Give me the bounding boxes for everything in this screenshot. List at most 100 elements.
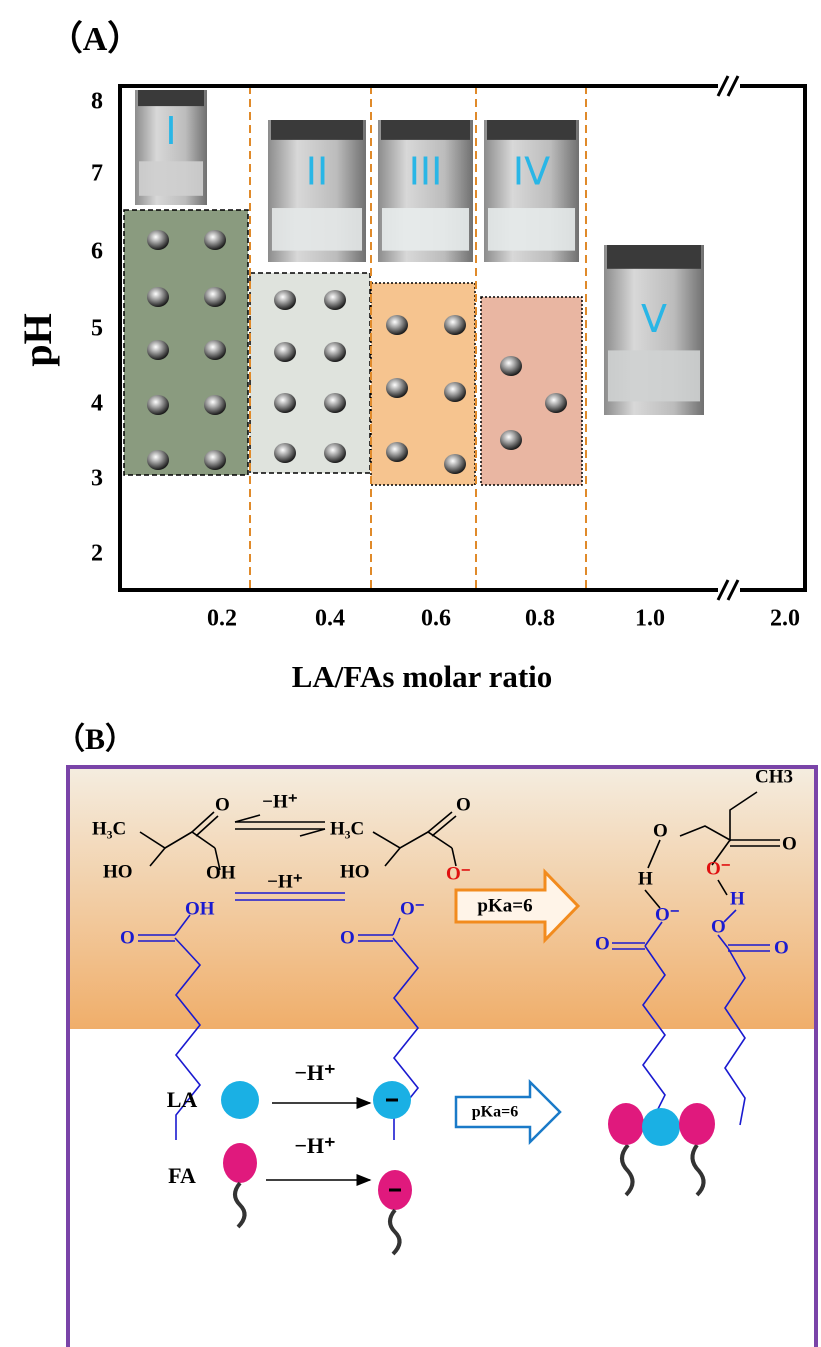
droplet [204,287,226,307]
y-tick-label: 8 [91,89,103,115]
droplet [386,315,408,335]
y-axis-title: pH [15,313,60,366]
fa-tail [235,1183,245,1227]
reaction-condition: −H⁺ [294,1133,335,1158]
y-tick-label: 5 [91,316,103,342]
droplet [204,395,226,415]
fa-tail [692,1145,703,1195]
jar-lid [271,120,363,140]
droplet [204,340,226,360]
la-head [642,1108,680,1146]
sample-jar: III [378,120,473,262]
panel-label: （B） [55,722,135,756]
jar-liquid [139,161,203,196]
sample-jar: IV [484,120,579,262]
chem-label: O [215,794,230,815]
x-tick-label: 1.0 [635,606,665,632]
figure: （A） IIIIIIIVV 2345678 0.20.40.60.81.02.0… [0,0,821,1347]
chem-label: HO [103,861,133,882]
fa-head [679,1103,715,1145]
region-box [250,273,370,473]
y-tick-label: 6 [91,239,103,265]
droplet [444,454,466,474]
fa-tail [622,1145,633,1195]
y-tick-label: 2 [91,541,103,567]
droplet [500,356,522,376]
jar-lid [138,90,204,106]
sample-jar: I [135,90,207,205]
chem-label: O [711,916,726,937]
chem-label: O [456,794,471,815]
jar-liquid [488,208,575,251]
droplet [147,395,169,415]
x-tick-label: 0.4 [315,606,345,632]
panel-label: （A） [49,19,142,58]
jar-lid [381,120,470,140]
chem-label: H₃C [330,818,364,839]
chem-label: O [595,933,610,954]
pka-label: pKa=6 [477,895,532,916]
fa-head [608,1103,644,1145]
y-tick-label: 7 [91,161,103,187]
droplet [147,340,169,360]
x-tick-label: 0.6 [421,606,451,632]
x-tick-label: 0.2 [207,606,237,632]
region-box [124,210,248,475]
chem-label: O⁻ [400,898,425,919]
jar-liquid [382,208,469,251]
chem-label: H [730,888,745,909]
x-axis-title: LA/FAs molar ratio [292,659,553,694]
chem-label: OH [206,862,236,883]
chem-label: O [653,820,668,841]
chem-label: OH [185,898,215,919]
droplet [204,450,226,470]
sample-label: II [306,149,328,193]
chem-label: O⁻ [706,858,731,879]
chem-label: H [638,868,653,889]
reaction-condition: −H⁺ [262,791,298,812]
droplet [274,393,296,413]
droplet [386,378,408,398]
droplet [204,230,226,250]
chem-label: O [340,927,355,948]
sample-jar: V [604,245,704,415]
fa-head [223,1143,257,1183]
sample-label: I [165,109,176,153]
jar-lid [487,120,576,140]
reaction-condition: −H⁺ [267,871,303,892]
chem-label: HO [340,861,370,882]
chem-label: O [120,927,135,948]
sample-jar: II [268,120,366,262]
y-tick-label: 4 [91,391,103,417]
chem-label: H₃C [92,818,126,839]
chem-label: CH3 [755,766,793,787]
sample-label: IV [513,149,550,193]
region-box [481,297,582,485]
reaction-condition: −H⁺ [294,1060,335,1085]
droplet [147,450,169,470]
axis-break [718,76,740,600]
y-tick-label: 3 [91,466,103,492]
x-tick-label: 0.8 [525,606,555,632]
x-ticks: 0.20.40.60.81.02.0 [207,606,800,632]
droplet [147,230,169,250]
droplet [324,443,346,463]
jar-liquid [272,208,362,251]
droplet [274,443,296,463]
chem-label: O [774,937,789,958]
droplet [324,342,346,362]
droplet [545,393,567,413]
droplet [147,287,169,307]
pka-label: pKa=6 [472,1104,518,1121]
fa-tail [390,1210,400,1254]
jar-liquid [608,350,700,401]
droplet [444,315,466,335]
species-label: LA [167,1087,198,1112]
la-head [221,1081,259,1119]
droplet [274,342,296,362]
chem-label: O⁻ [655,904,680,925]
chem-label: O⁻ [446,863,471,884]
droplet [274,290,296,310]
droplet [324,290,346,310]
sample-label: III [409,149,443,193]
